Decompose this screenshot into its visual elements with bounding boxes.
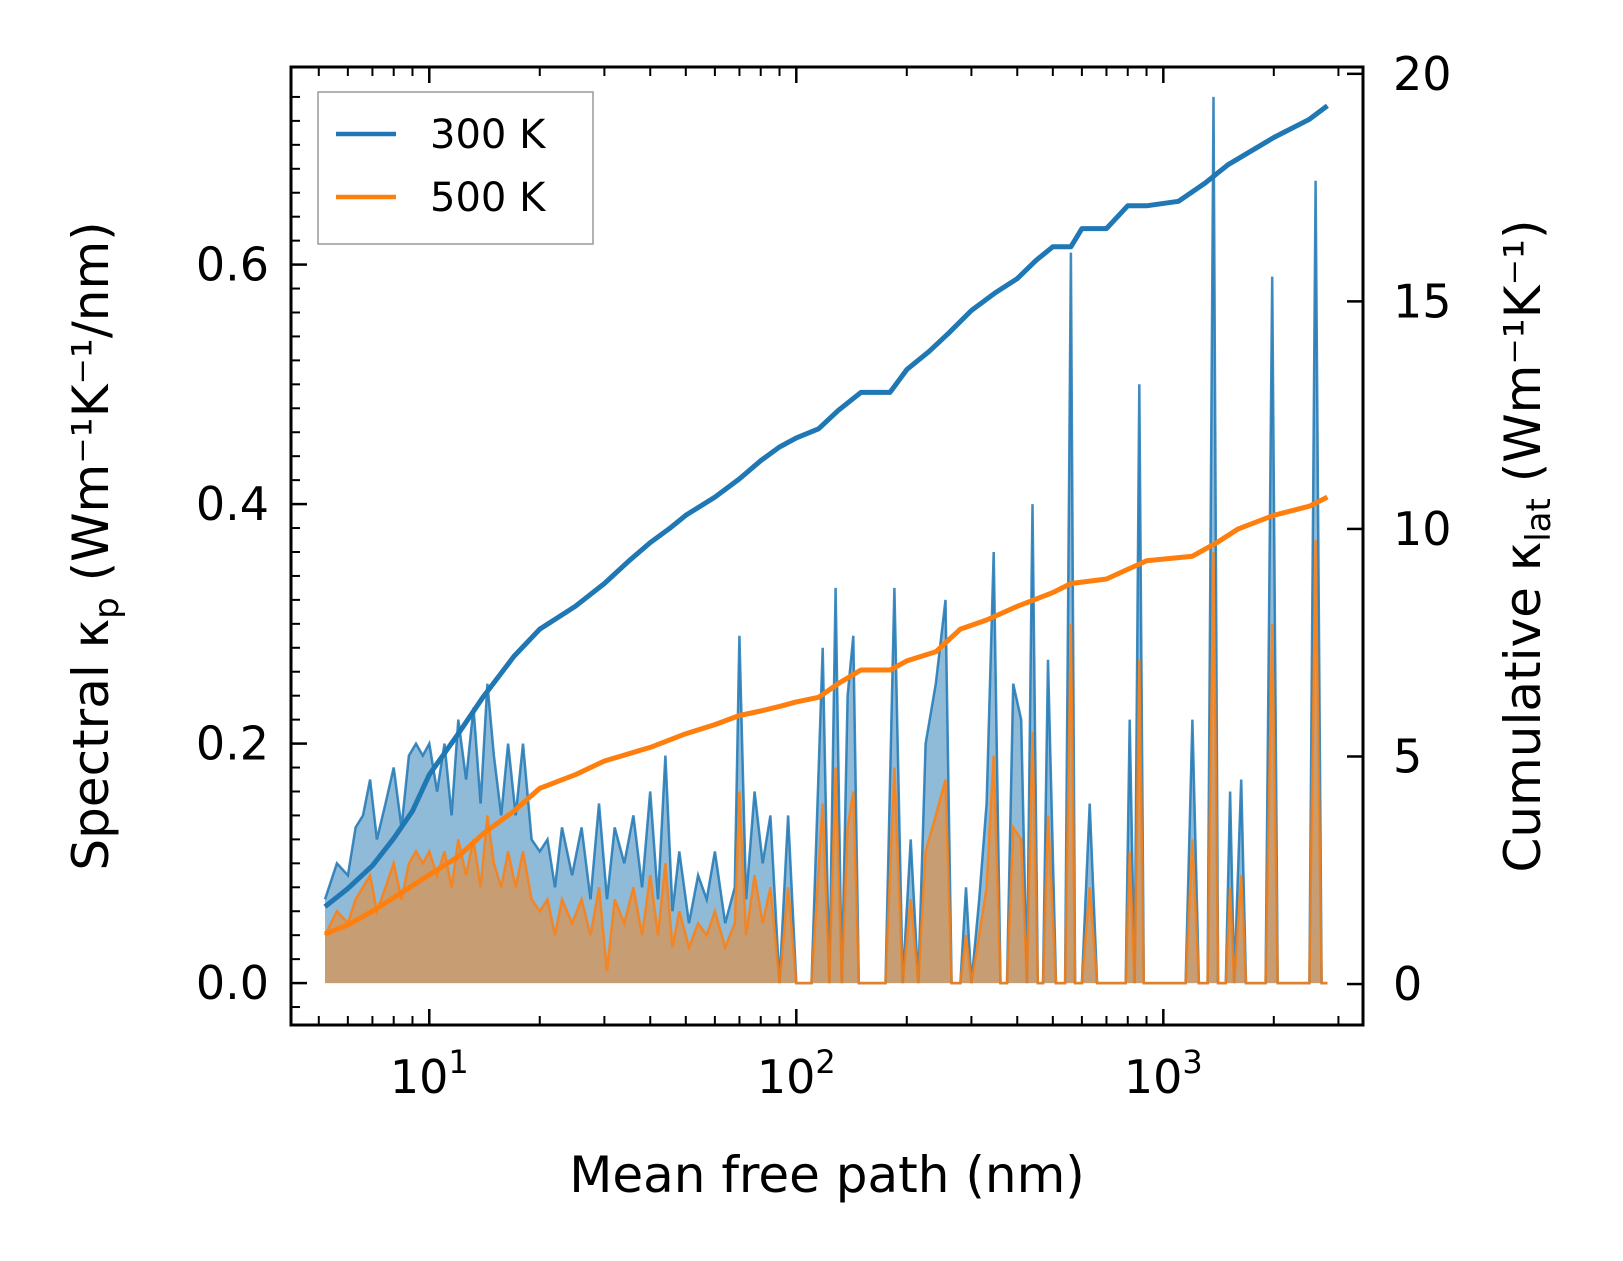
y-axis-left-title: Spectral κp (Wm⁻¹K⁻¹/nm): [62, 221, 127, 870]
x-tick-label-exponent: 1: [448, 1043, 468, 1081]
plot-frame: [289, 65, 1365, 1027]
cumulative-line-300k: [323, 103, 1329, 909]
y-left-title-sub: p: [87, 597, 127, 619]
x-axis: 101 102 103: [317, 67, 1340, 1104]
x-tick-label: 101: [390, 1043, 469, 1104]
y-left-title-unit: (Wm⁻¹K⁻¹/nm): [62, 221, 120, 597]
y-left-title-prefix: Spectral κ: [62, 619, 120, 871]
spectral-fill-layer: [325, 96, 1328, 984]
x-tick-label: 102: [757, 1043, 836, 1104]
x-tick-label-exponent: 2: [815, 1043, 835, 1081]
y-right-tick-label: 0: [1393, 957, 1422, 1011]
spectral-area-500k: [325, 540, 1328, 984]
y-right-title-unit: (Wm⁻¹K⁻¹): [1494, 219, 1552, 498]
y-axis-right-title: Cumulative κlat (Wm⁻¹K⁻¹): [1494, 219, 1559, 872]
x-axis-title: Mean free path (nm): [569, 1146, 1085, 1204]
y-right-title-sub: lat: [1519, 498, 1559, 542]
y-right-title-prefix: Cumulative κ: [1494, 542, 1552, 873]
legend: 300 K 500 K: [317, 91, 594, 245]
y-right-tick-label: 15: [1393, 274, 1452, 328]
y-left-tick-label: 0.4: [196, 477, 269, 531]
y-left-tick-label: 0.0: [196, 956, 269, 1010]
y-right-tick-label: 5: [1393, 729, 1422, 783]
legend-label-500k: 500 K: [430, 175, 547, 221]
y-right-tick-label: 20: [1393, 47, 1452, 101]
cumulative-line-layer: [323, 103, 1329, 937]
x-tick-label-exponent: 3: [1182, 1043, 1202, 1081]
legend-label-300k: 300 K: [430, 112, 547, 158]
cumulative-line-500k: [324, 494, 1329, 937]
y-axis-right: 0 5 10 15 20: [1347, 47, 1452, 1011]
x-tick-label-base: 10: [1124, 1050, 1183, 1104]
x-tick-label: 103: [1124, 1043, 1203, 1104]
y-left-tick-label: 0.2: [196, 717, 269, 771]
spectral-line-500k: [323, 539, 1328, 985]
y-axis-left: 0.0 0.2 0.4 0.6: [196, 95, 307, 1010]
x-tick-label-base: 10: [757, 1050, 816, 1104]
x-tick-label-base: 10: [390, 1050, 449, 1104]
y-right-tick-label: 10: [1393, 502, 1452, 556]
spectral-line-layer: [323, 96, 1328, 985]
y-left-tick-label: 0.6: [196, 238, 269, 292]
legend-box: [317, 91, 594, 245]
